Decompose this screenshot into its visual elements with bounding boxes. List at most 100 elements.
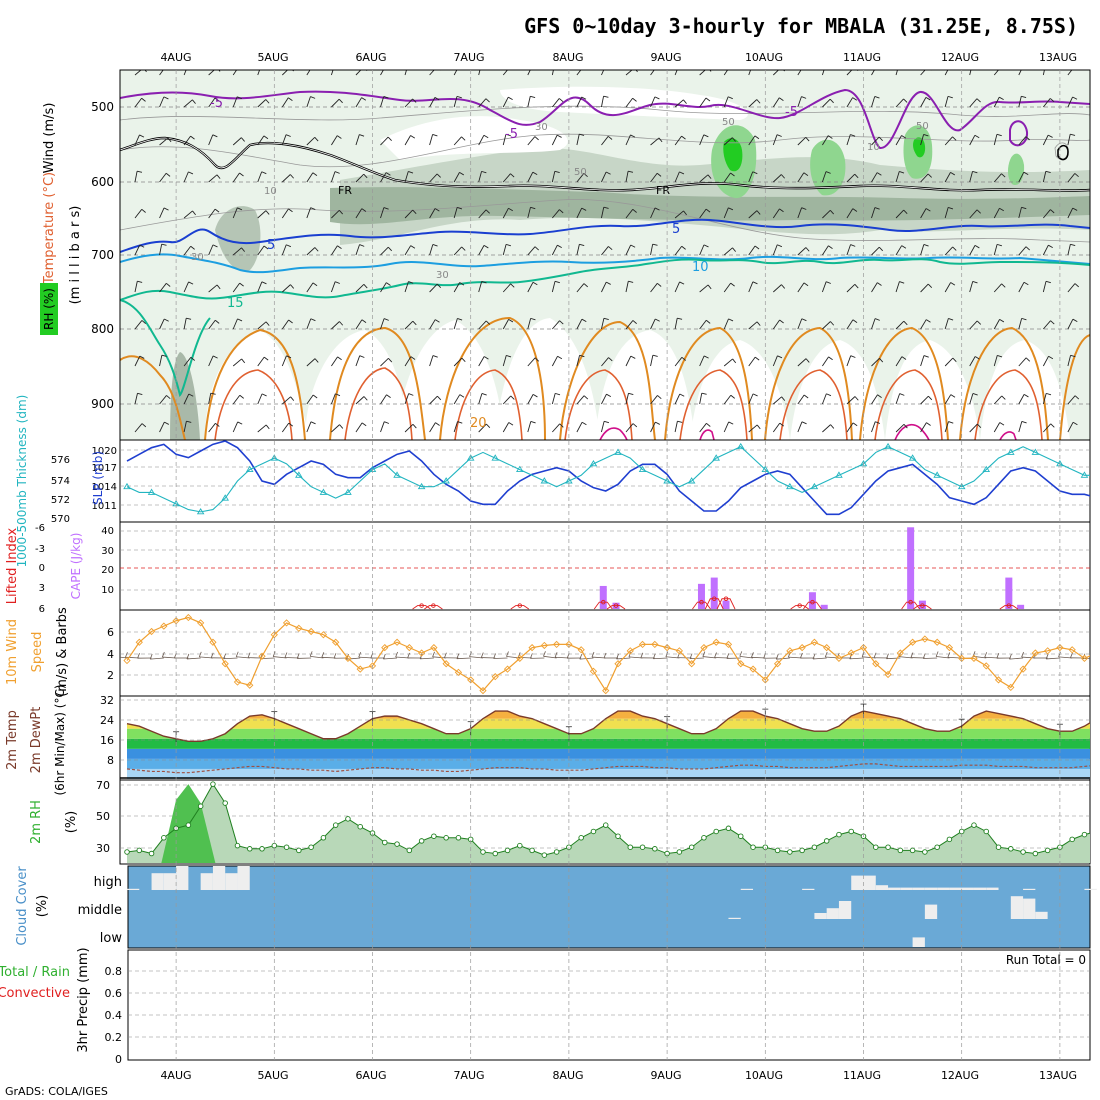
cloud-bar-middle [838, 901, 852, 919]
cloud-bar-high [986, 887, 999, 890]
wind-barb [895, 424, 908, 433]
thickness-line [126, 446, 1090, 513]
surface-wind-barb [714, 652, 729, 659]
ytick-600mb: 600 [91, 175, 114, 189]
ylabel-rh: RH (%) [42, 288, 56, 330]
wind-barb [159, 96, 169, 108]
wind-barb [625, 170, 634, 183]
wind-barb [674, 356, 687, 367]
wind-barb [183, 171, 194, 183]
wind-barb [822, 321, 835, 330]
wind-barb [232, 394, 245, 405]
wind-barb [502, 133, 511, 146]
rh-point [320, 835, 327, 841]
wind-barb [969, 134, 980, 146]
thickness-point [687, 477, 696, 484]
wind-barb [993, 207, 1004, 219]
wind-speed-point [933, 638, 941, 646]
wind-barb [846, 97, 858, 108]
cloud-level-high: high [94, 875, 122, 890]
wind-barb [134, 97, 146, 108]
wind-barb [355, 97, 367, 108]
wind-barb [601, 70, 605, 76]
surface-wind-barb [873, 652, 889, 659]
wind-speed-point [332, 638, 340, 646]
wind-barb [601, 420, 610, 433]
wind-barb [330, 393, 341, 405]
surface-wind-barb [812, 653, 827, 660]
wind-barb [306, 247, 319, 256]
wind-speed-point [516, 654, 524, 663]
wind-speed-point [1043, 647, 1052, 655]
cloud-bar-high [961, 887, 974, 890]
wind-barb [527, 317, 536, 330]
rh-point [995, 844, 1002, 850]
rh-point [713, 828, 719, 835]
wind-barb [650, 395, 662, 405]
temp-contour-25 [214, 367, 1043, 440]
wind-barb [1042, 70, 1045, 76]
wind-barb [723, 96, 733, 108]
top-date-13aug: 13AUG [1039, 51, 1077, 64]
bottom-date-5aug: 5AUG [257, 1069, 288, 1082]
wind-barb [551, 170, 560, 183]
rh-point [234, 842, 241, 849]
li-tick-0: 0 [39, 563, 45, 574]
slp-yticks: 1020 1017 1014 1011 [92, 446, 117, 512]
wind-barb [797, 358, 810, 367]
wind-barb [650, 172, 662, 183]
rh-yticks: 70 50 30 [96, 779, 110, 855]
cloud-bar-middle [1035, 911, 1048, 919]
wind-barb [920, 283, 933, 293]
wind-barb [1092, 136, 1100, 145]
wind-barb [650, 137, 663, 146]
rh-point [897, 847, 904, 854]
wind-barb [822, 424, 835, 433]
li-yticks: -6 -3 0 3 6 [35, 523, 45, 615]
cape-tick-20: 20 [101, 565, 114, 576]
wind-barb [552, 320, 564, 330]
temp-contour-15-lower [120, 299, 211, 397]
wind-barb [895, 70, 898, 76]
wind-barb [625, 208, 637, 219]
surface-wind-barb [358, 652, 373, 659]
wind-barb [601, 246, 613, 256]
wind-barb [748, 424, 761, 433]
slp-thickness-plot [123, 440, 1090, 516]
wind-barb [625, 134, 636, 146]
thickness-point [319, 488, 328, 495]
rh-point [1081, 831, 1088, 838]
wind-barb [895, 171, 905, 183]
label-t5: 5 [267, 238, 275, 253]
wind-barb [846, 244, 856, 256]
wind-barb [920, 319, 931, 330]
wind-barb [159, 243, 167, 256]
bottom-date-8aug: 8AUG [552, 1069, 583, 1082]
wind-barb [748, 245, 760, 256]
wind-barb [306, 421, 316, 433]
label-minus5-b: -5 [505, 127, 518, 142]
rh-point [136, 847, 143, 854]
label-rh10-a: 10 [264, 186, 277, 197]
wind-speed-point [442, 660, 450, 668]
wind-barb [159, 318, 169, 330]
cape-li-plot [412, 527, 1025, 610]
wind-barb [306, 207, 316, 219]
cloud-bar-high [973, 887, 987, 890]
rh-point [946, 836, 953, 843]
wind-barb [797, 421, 807, 433]
label-rh50-c: 50 [916, 121, 929, 132]
wind-speed-point [393, 638, 401, 646]
rh-tick-30: 30 [96, 842, 110, 855]
wind-barb [1067, 243, 1076, 256]
lifted-index-line [803, 601, 822, 610]
rh-point [922, 849, 928, 855]
label-minus5-a: -5 [210, 96, 223, 111]
wind-barb [502, 207, 513, 219]
thickness-point [1007, 448, 1015, 455]
wind-barb [551, 70, 554, 76]
wind-barb [453, 206, 463, 219]
ytick-500mb: 500 [91, 100, 114, 114]
wind-barb [969, 98, 981, 108]
wind-barb [822, 245, 833, 256]
